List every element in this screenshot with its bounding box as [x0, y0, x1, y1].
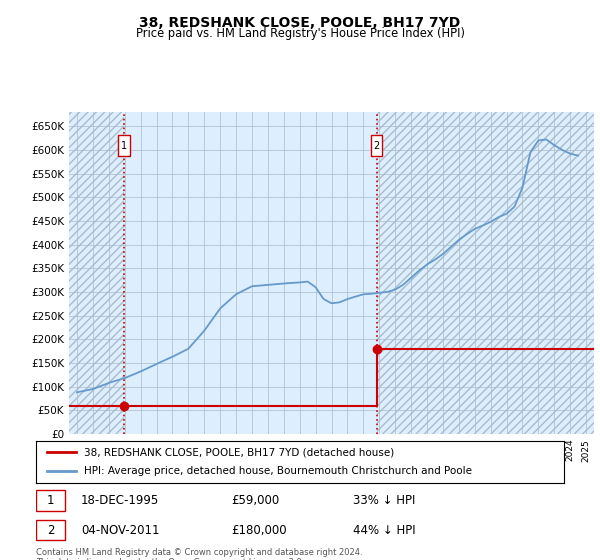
- Text: Contains HM Land Registry data © Crown copyright and database right 2024.
This d: Contains HM Land Registry data © Crown c…: [36, 548, 362, 560]
- Text: 2: 2: [47, 524, 54, 536]
- Text: HPI: Average price, detached house, Bournemouth Christchurch and Poole: HPI: Average price, detached house, Bour…: [83, 466, 472, 477]
- FancyBboxPatch shape: [36, 520, 65, 540]
- Bar: [69, 112, 124, 434]
- FancyBboxPatch shape: [118, 136, 130, 156]
- Text: 38, REDSHANK CLOSE, POOLE, BH17 7YD: 38, REDSHANK CLOSE, POOLE, BH17 7YD: [139, 16, 461, 30]
- Text: 33% ↓ HPI: 33% ↓ HPI: [353, 494, 415, 507]
- Text: 18-DEC-1995: 18-DEC-1995: [81, 494, 159, 507]
- FancyBboxPatch shape: [371, 136, 382, 156]
- Text: 38, REDSHANK CLOSE, POOLE, BH17 7YD (detached house): 38, REDSHANK CLOSE, POOLE, BH17 7YD (det…: [83, 447, 394, 457]
- Text: Price paid vs. HM Land Registry's House Price Index (HPI): Price paid vs. HM Land Registry's House …: [136, 27, 464, 40]
- Bar: [377, 112, 594, 434]
- Text: 04-NOV-2011: 04-NOV-2011: [81, 524, 160, 536]
- Text: £59,000: £59,000: [232, 494, 280, 507]
- Text: 2: 2: [374, 141, 380, 151]
- Text: 1: 1: [121, 141, 127, 151]
- Text: 44% ↓ HPI: 44% ↓ HPI: [353, 524, 415, 536]
- FancyBboxPatch shape: [36, 490, 65, 511]
- Text: 1: 1: [47, 494, 54, 507]
- Text: £180,000: £180,000: [232, 524, 287, 536]
